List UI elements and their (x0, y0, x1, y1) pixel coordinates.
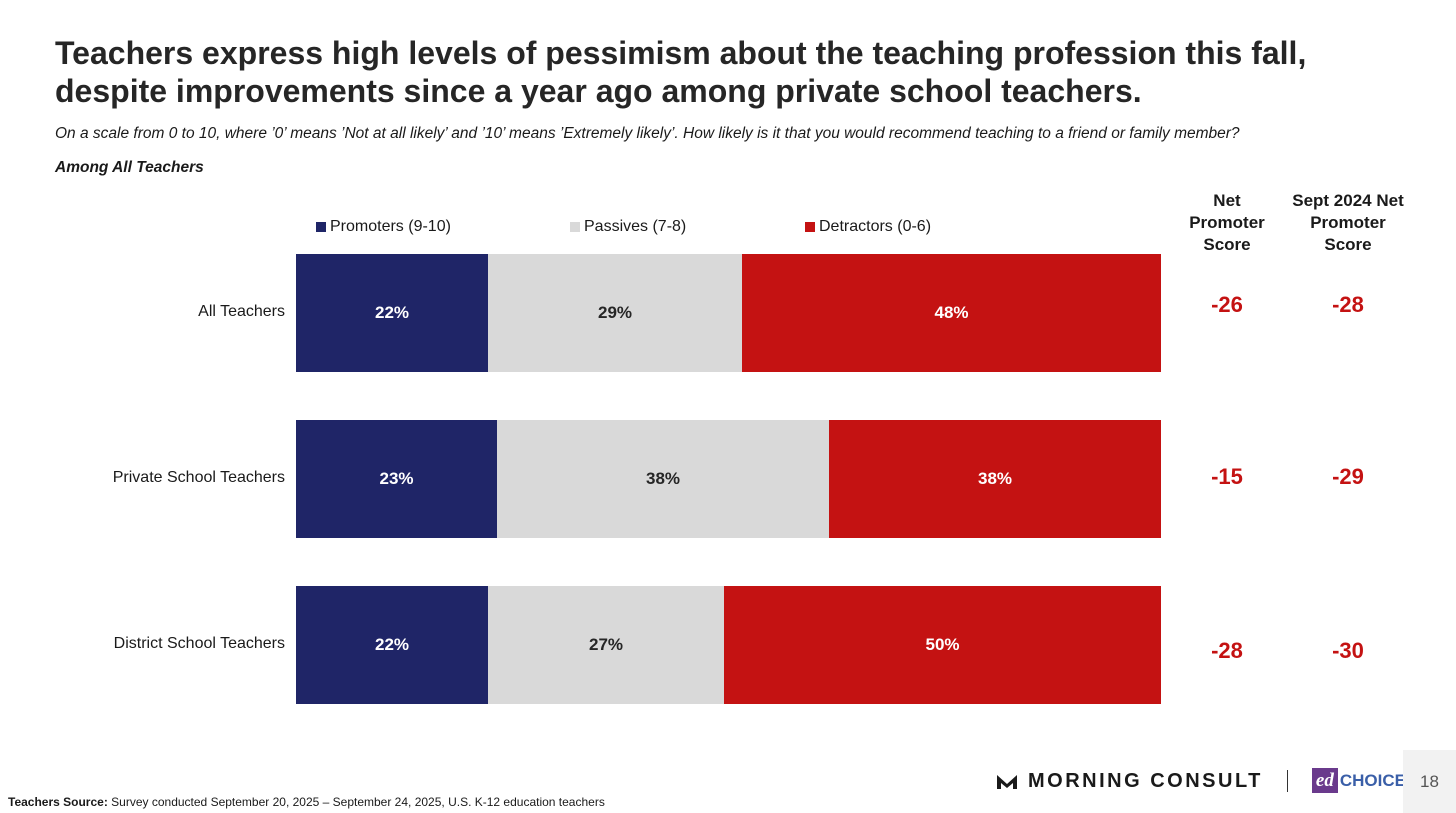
morning-consult-logo-icon (997, 775, 1017, 789)
row-label: Private School Teachers (112, 469, 285, 486)
data-label: 22% (374, 303, 410, 322)
legend-label-detractors: Detractors (0-6) (819, 218, 932, 235)
slide-title: Teachers express high levels of pessimis… (55, 34, 1415, 110)
data-label: 27% (588, 635, 624, 654)
morning-consult-logo-text: MORNING CONSULT (1028, 769, 1263, 792)
bar-segment-detractors: 38% (829, 420, 1161, 538)
bar-segment-detractors: 50% (724, 586, 1161, 704)
bar-segment-passives: 27% (488, 586, 724, 704)
data-label: 50% (925, 635, 960, 654)
title-line-1: Teachers express high levels of pessimis… (55, 35, 1307, 71)
prior-nps-column-header: Sept 2024 Net Promoter Score (1283, 190, 1413, 256)
prior-header-line-1: Sept 2024 Net (1292, 191, 1404, 210)
row-label: District School Teachers (113, 635, 285, 652)
bar-segment-detractors: 48% (742, 254, 1161, 372)
row-label: All Teachers (198, 303, 285, 320)
nps-header-line-1: Net (1213, 191, 1241, 210)
prior-net-promoter-score: -30 (1332, 638, 1364, 663)
edchoice-logo: ed CHOICE (1311, 768, 1406, 793)
base-label: Among All Teachers (55, 159, 204, 176)
net-promoter-score: -28 (1211, 638, 1243, 663)
logo-divider (1286, 770, 1288, 792)
title-line-2: despite improvements since a year ago am… (55, 73, 1142, 109)
edchoice-logo-ed: ed (1311, 768, 1338, 793)
bar-row: 22% 27% 50% (296, 586, 1161, 704)
prior-net-promoter-score: -29 (1332, 464, 1364, 489)
data-label: 38% (645, 469, 681, 488)
nps-header-line-3: Score (1203, 235, 1251, 254)
prior-header-line-3: Score (1324, 235, 1372, 254)
data-label: 48% (934, 303, 969, 322)
legend-swatch-detractors (805, 222, 815, 232)
bar-row: 22% 29% 48% (296, 254, 1161, 372)
data-label: 23% (379, 469, 414, 488)
bar-segment-promoters: 23% (296, 420, 497, 538)
net-promoter-score: -26 (1211, 292, 1243, 317)
legend-label-passives: Passives (7-8) (584, 218, 687, 235)
net-promoter-score: -15 (1211, 464, 1243, 489)
bar-segment-passives: 38% (497, 420, 829, 538)
prior-header-line-2: Promoter (1310, 213, 1386, 232)
bar-segment-promoters: 22% (296, 254, 488, 372)
bar-segment-promoters: 22% (296, 586, 488, 704)
legend-swatch-promoters (316, 222, 326, 232)
nps-column-header: Net Promoter Score (1162, 190, 1292, 256)
source-note: Teachers Source: Survey conducted Septem… (8, 795, 605, 809)
source-label: Teachers Source: (8, 795, 108, 809)
data-label: 38% (977, 469, 1013, 488)
legend-label-promoters: Promoters (9-10) (330, 218, 451, 235)
legend-item-passives: Passives (7-8) (570, 218, 686, 236)
survey-question: On a scale from 0 to 10, where ’0’ means… (55, 125, 1240, 142)
page-number: 18 (1403, 750, 1456, 813)
bar-row: 23% 38% 38% (296, 420, 1161, 538)
prior-net-promoter-score: -28 (1332, 292, 1364, 317)
source-text: Survey conducted September 20, 2025 – Se… (111, 795, 605, 809)
nps-header-line-2: Promoter (1189, 213, 1265, 232)
bar-segment-passives: 29% (488, 254, 742, 372)
footer-logos: MORNING CONSULT ed CHOICE (996, 766, 1406, 796)
data-label: 22% (374, 635, 410, 654)
legend-item-detractors: Detractors (0-6) (805, 218, 931, 236)
legend-item-promoters: Promoters (9-10) (316, 218, 451, 236)
data-label: 29% (597, 303, 633, 322)
legend-swatch-passives (570, 222, 580, 232)
edchoice-logo-choice: CHOICE (1339, 771, 1406, 790)
